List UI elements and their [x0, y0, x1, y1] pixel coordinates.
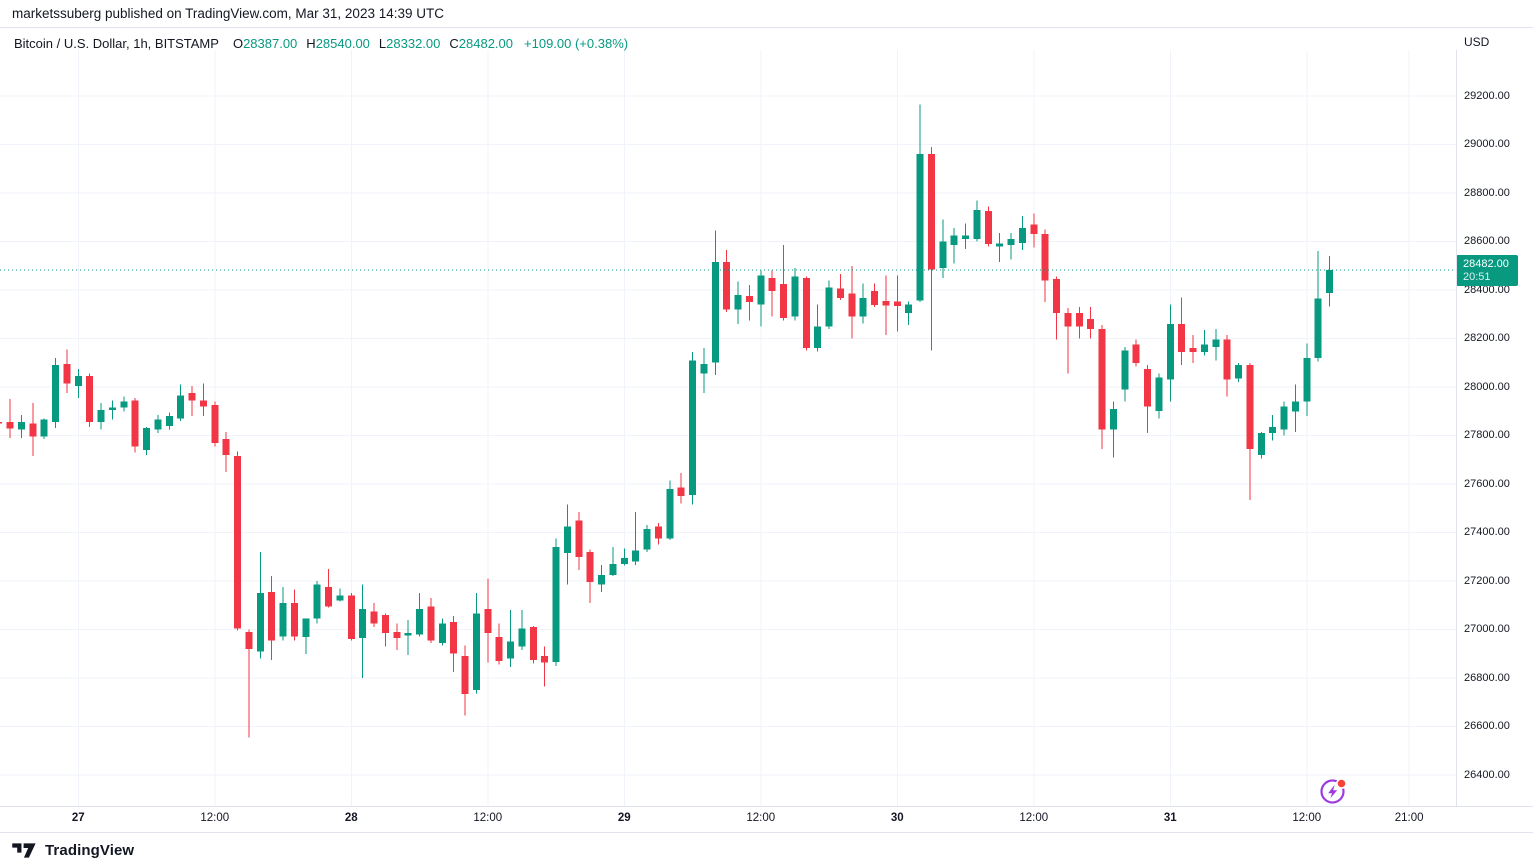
time-day-label: 27	[71, 812, 85, 824]
price-axis[interactable]: USD 29400.00 29200.00 29000.00 28800.00 2860…	[1456, 28, 1533, 806]
time-hour-label: 12:00	[746, 812, 776, 824]
time-hour-label: 12:00	[200, 812, 230, 824]
tradingview-brand-text: TradingView	[45, 841, 135, 859]
legend-low: L28332.00	[378, 35, 441, 51]
time-hour-label: 12:00	[473, 812, 503, 824]
current-price: 28482.00	[1463, 257, 1509, 270]
price-tick-label: 26600.00	[1464, 720, 1510, 732]
price-tick-label: 28600.00	[1464, 235, 1510, 247]
flash-button[interactable]	[1317, 775, 1349, 807]
bar-countdown: 20:51	[1463, 270, 1491, 283]
price-tick-label: 27000.00	[1464, 623, 1510, 635]
time-day-label: 31	[1163, 812, 1177, 824]
chart-plot-area[interactable]	[0, 47, 1456, 806]
time-day-label: 30	[890, 812, 904, 824]
legend-close: C28482.00	[449, 35, 514, 51]
price-tick-label: 28200.00	[1464, 332, 1510, 344]
tradingview-logo-icon	[12, 842, 36, 858]
time-axis[interactable]: 27 12:00 28 12:00 29 12:00 30 12:00 31 12:00 21:00	[0, 807, 1533, 832]
price-tick-label: 27200.00	[1464, 574, 1510, 587]
attribution-bar: marketssuberg published on TradingView.c…	[0, 0, 1533, 28]
price-tick-label: 29200.00	[1464, 89, 1510, 102]
price-tick-label: 29000.00	[1464, 138, 1510, 150]
price-tick-label: 28400.00	[1464, 283, 1510, 296]
time-hour-label: 21:00	[1394, 812, 1424, 824]
currency-label: USD	[1464, 35, 1490, 49]
price-tick-label: 27800.00	[1464, 429, 1510, 441]
legend-open: O28387.00	[232, 35, 298, 51]
price-labels: 29400.00 29200.00 29000.00 28800.00 28600.00…	[1457, 51, 1533, 806]
price-tick-label: 29400.00	[1464, 51, 1510, 53]
legend-change: +109.00 (+0.38%)	[524, 35, 629, 51]
price-tick-label: 27400.00	[1464, 526, 1510, 538]
symbol-legend: Bitcoin / U.S. Dollar, 1h, BITSTAMP O283…	[14, 33, 628, 53]
price-tick-label: 28000.00	[1464, 380, 1510, 393]
time-hour-label: 12:00	[1019, 812, 1049, 824]
tradingview-logo-link[interactable]: TradingView	[12, 842, 134, 859]
flash-icon	[1320, 778, 1347, 804]
price-axis-border	[1456, 50, 1457, 806]
price-tick-label: 28800.00	[1464, 186, 1510, 199]
legend-high: H28540.00	[306, 35, 370, 51]
price-tick-label: 26400.00	[1464, 768, 1510, 781]
attribution-text: marketssuberg published on TradingView.c…	[12, 6, 444, 21]
time-day-label: 29	[617, 812, 631, 824]
symbol-title: Bitcoin / U.S. Dollar, 1h, BITSTAMP	[14, 35, 219, 51]
footer: TradingView	[0, 832, 1533, 867]
price-tick-label: 27600.00	[1464, 477, 1510, 490]
time-axis-border	[0, 806, 1533, 807]
current-price-badge: 28482.00 20:51	[1456, 254, 1518, 286]
time-day-label: 28	[344, 812, 358, 824]
time-hour-label: 12:00	[1292, 812, 1322, 824]
price-tick-label: 26800.00	[1464, 671, 1510, 684]
